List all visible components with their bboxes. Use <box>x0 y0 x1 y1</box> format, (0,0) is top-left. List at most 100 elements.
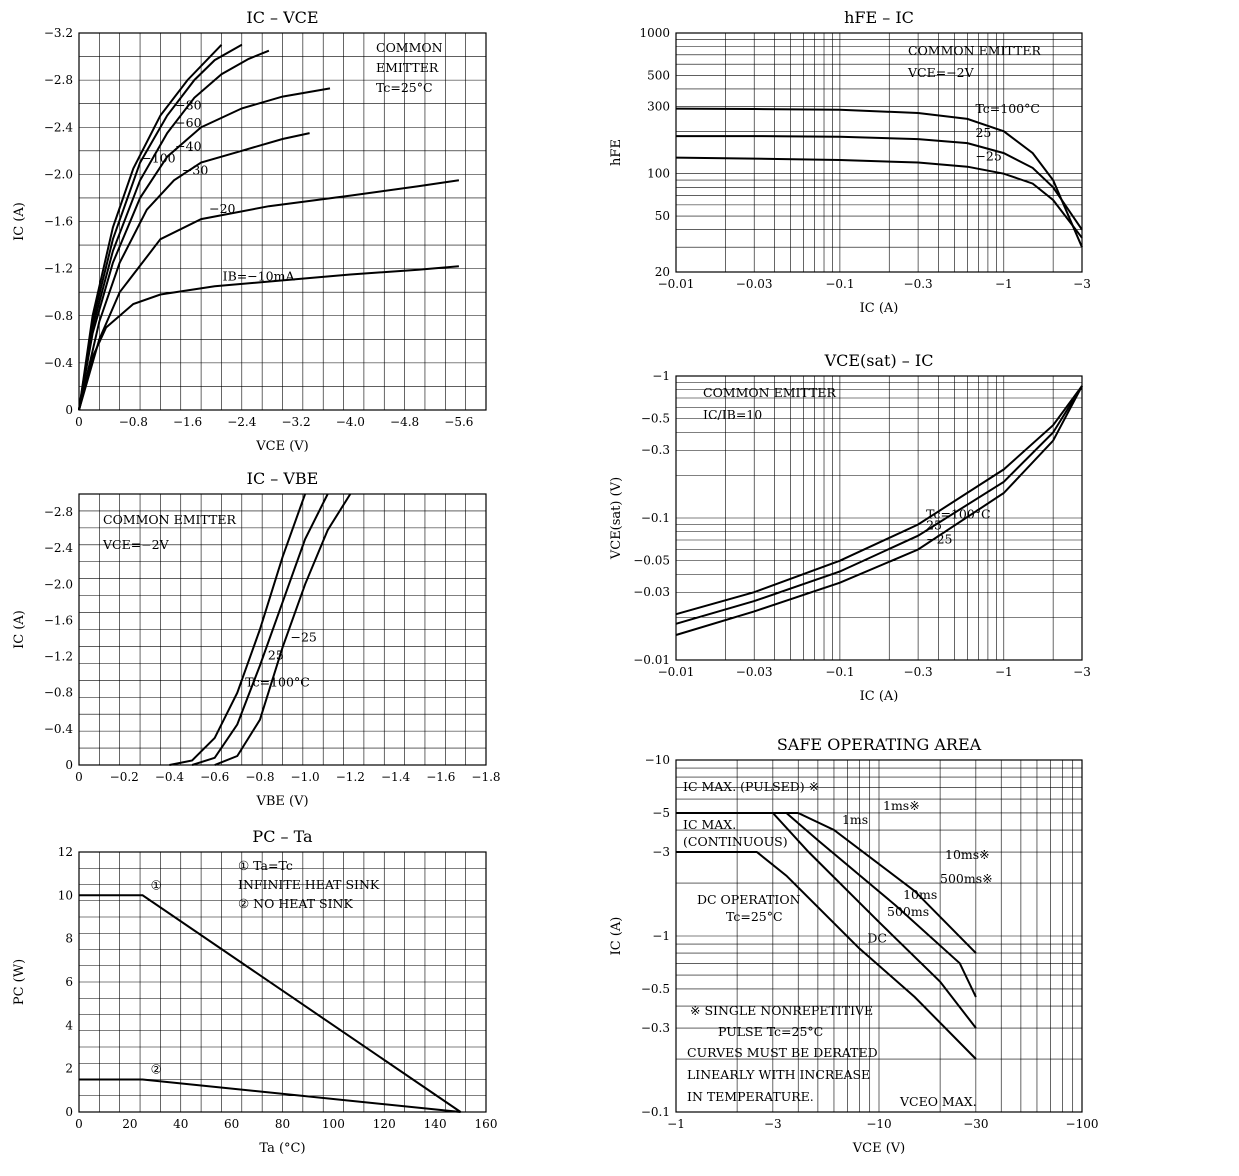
x-tick-label: −0.1 <box>825 277 854 291</box>
series-line <box>676 812 977 954</box>
series-line <box>78 44 223 411</box>
chart-grid <box>79 33 486 410</box>
series-label: −60 <box>175 115 201 130</box>
x-tick-label: 140 <box>424 1117 447 1131</box>
y-axis-label: VCE(sat) (V) <box>609 477 624 560</box>
x-tick-label: −1.6 <box>426 770 455 784</box>
x-tick-label: −3.2 <box>281 415 310 429</box>
x-tick-label: −0.6 <box>200 770 229 784</box>
x-tick-label: −0.03 <box>736 277 773 291</box>
y-tick-label: 20 <box>655 265 670 279</box>
chart-ic_vbe: 0 −0.2 −0.4 −0.6 −0.8 −1.0 −1.2 −1.4 −1.6 −1.8 0 −0… <box>12 469 501 809</box>
x-tick-label: −1.0 <box>291 770 320 784</box>
y-tick-label: 4 <box>65 1018 73 1032</box>
x-tick-label: −3 <box>1073 665 1091 679</box>
series-line <box>79 894 462 1113</box>
chart-note: PULSE Tc=25°C <box>718 1024 823 1039</box>
series-line <box>78 43 243 411</box>
y-tick-label: 10 <box>58 888 73 902</box>
plot-frame <box>78 32 487 411</box>
y-tick-label: −0.4 <box>44 356 74 370</box>
x-tick-label: −0.01 <box>658 277 695 291</box>
y-axis-label: PC (W) <box>12 959 27 1005</box>
chart-title: IC – VCE <box>246 8 318 27</box>
x-tick-label: 100 <box>322 1117 345 1131</box>
plot-frame <box>78 851 487 1113</box>
y-tick-label: −0.1 <box>641 1105 670 1119</box>
y-tick-label: −1.6 <box>44 613 73 627</box>
chart-note: IC MAX. (PULSED) ※ <box>683 779 819 794</box>
x-tick-label: 160 <box>475 1117 498 1131</box>
x-tick-label: −0.3 <box>904 277 933 291</box>
series-line <box>169 493 307 766</box>
chart-note: 10ms※ <box>945 847 990 862</box>
series-line <box>675 385 1083 616</box>
series-label: ② <box>151 1062 162 1077</box>
y-tick-label: −2.8 <box>44 505 73 519</box>
chart-vcesat_ic: −0.01 −0.03 −0.1 −0.3 −1 −3 −0.01 −0.03 −0.05 −0.… <box>609 351 1091 704</box>
x-tick-label: −0.4 <box>155 770 185 784</box>
chart-note: INFINITE HEAT SINK <box>238 877 380 892</box>
x-tick-label: −5.6 <box>444 415 473 429</box>
x-tick-label: −0.1 <box>825 665 854 679</box>
series-label: −30 <box>182 162 208 177</box>
series-label: DC <box>867 930 887 945</box>
x-axis-label: VCE (V) <box>852 1141 906 1156</box>
y-tick-label: −1 <box>652 369 670 383</box>
x-axis-label: Ta (°C) <box>259 1141 305 1156</box>
series-line <box>78 132 310 411</box>
chart-hfe_ic: −0.01 −0.03 −0.1 −0.3 −1 −3 20 50 100 300 500 1000 h… <box>609 8 1091 316</box>
y-tick-label: −0.5 <box>641 982 670 996</box>
chart-grid <box>675 759 1083 1113</box>
x-tick-label: 40 <box>173 1117 188 1131</box>
chart-note: ② NO HEAT SINK <box>238 896 353 911</box>
x-tick-label: 0 <box>75 1117 83 1131</box>
x-tick-label: 80 <box>275 1117 290 1131</box>
plot-frame <box>675 32 1083 273</box>
x-tick-label: −1 <box>995 665 1013 679</box>
chart-note: COMMON <box>376 40 443 55</box>
chart-note: 1ms※ <box>883 798 920 813</box>
y-tick-label: 100 <box>647 167 670 181</box>
plot-frame <box>675 375 1083 661</box>
chart-note: VCE=−2V <box>907 65 975 80</box>
y-axis-label: IC (A) <box>12 202 27 241</box>
series-label: 25 <box>975 125 991 140</box>
x-tick-label: −0.3 <box>904 665 933 679</box>
y-tick-label: −0.5 <box>641 412 670 426</box>
y-tick-label: 0 <box>65 758 73 772</box>
y-tick-label: −0.3 <box>641 443 670 457</box>
x-tick-label: −1 <box>667 1117 685 1131</box>
chart-note: IN TEMPERATURE. <box>687 1089 814 1104</box>
series-line <box>676 851 977 1060</box>
plot-frame <box>78 493 487 766</box>
chart-note: Tc=25°C <box>726 909 783 924</box>
x-tick-label: −0.8 <box>119 415 148 429</box>
y-tick-label: −0.3 <box>641 1021 670 1035</box>
series-line <box>676 135 1083 231</box>
x-axis-label: IC (A) <box>860 689 899 704</box>
x-tick-label: 120 <box>373 1117 396 1131</box>
y-tick-label: −0.01 <box>633 653 670 667</box>
series-line <box>214 493 352 766</box>
chart-note: IC/IB=10 <box>703 407 762 422</box>
y-tick-label: 1000 <box>639 26 670 40</box>
x-tick-label: −10 <box>866 1117 891 1131</box>
y-tick-label: 12 <box>58 845 73 859</box>
x-tick-label: −0.8 <box>245 770 274 784</box>
chart-note: CURVES MUST BE DERATED <box>687 1045 878 1060</box>
series-label: ① <box>151 877 162 892</box>
y-tick-label: −0.03 <box>633 585 670 599</box>
chart-pc_ta: 0 20 40 60 80 100 120 140 160 0 2 4 6 8 10 12 PC – Ta Ta … <box>12 827 497 1156</box>
series-line <box>79 1078 461 1113</box>
chart-note: DC OPERATION <box>697 892 801 907</box>
series-label: 10ms <box>903 887 937 902</box>
x-tick-label: −1.8 <box>471 770 500 784</box>
chart-soa: −1 −3 −10 −30 −100 −0.1 −0.3 −0.5 −1 −3 −5 −10 SAFE … <box>609 735 1098 1156</box>
series-line <box>78 179 460 411</box>
x-tick-label: 20 <box>122 1117 137 1131</box>
x-tick-label: −3 <box>764 1117 782 1131</box>
x-tick-label: −3 <box>1073 277 1091 291</box>
series-label: −25 <box>975 149 1001 164</box>
y-tick-label: −1 <box>652 929 670 943</box>
